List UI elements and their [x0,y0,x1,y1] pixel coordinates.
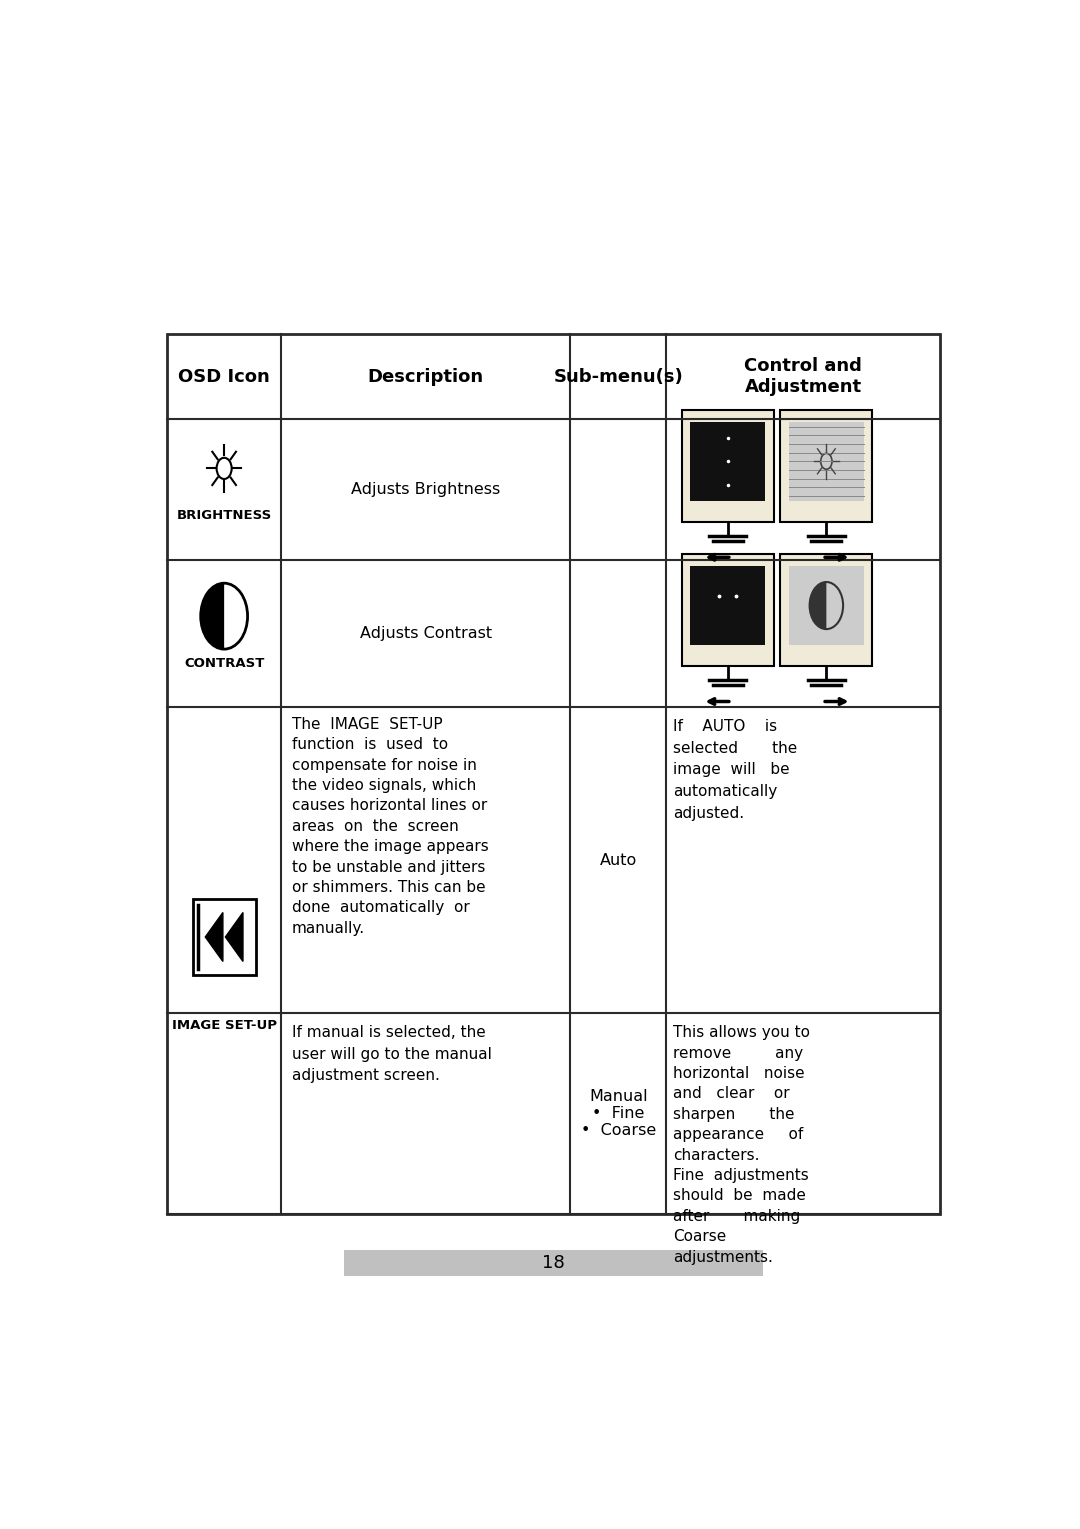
Polygon shape [810,583,826,628]
Polygon shape [201,583,225,650]
Text: Adjusts Brightness: Adjusts Brightness [351,482,500,497]
Text: This allows you to
remove         any
horizontal   noise
and   clear    or
sharp: This allows you to remove any horizontal… [673,1026,810,1264]
Text: Adjusts Contrast: Adjusts Contrast [360,627,491,641]
Text: Description: Description [368,367,484,385]
Text: If manual is selected, the
user will go to the manual
adjustment screen.: If manual is selected, the user will go … [292,1026,491,1084]
FancyBboxPatch shape [681,555,773,667]
FancyBboxPatch shape [788,566,864,645]
FancyBboxPatch shape [345,1251,762,1277]
Text: OSD Icon: OSD Icon [178,367,270,385]
Text: CONTRAST: CONTRAST [184,657,265,670]
FancyBboxPatch shape [788,422,864,502]
FancyBboxPatch shape [781,555,873,667]
Text: The  IMAGE  SET-UP
function  is  used  to
compensate for noise in
the video sign: The IMAGE SET-UP function is used to com… [292,717,488,936]
FancyBboxPatch shape [690,566,766,645]
Text: Sub-menu(s): Sub-menu(s) [553,367,684,385]
FancyBboxPatch shape [781,410,873,521]
FancyBboxPatch shape [690,422,766,502]
Text: BRIGHTNESS: BRIGHTNESS [176,509,272,521]
Text: Manual
•  Fine
•  Coarse: Manual • Fine • Coarse [581,1089,656,1139]
Polygon shape [226,913,243,962]
FancyBboxPatch shape [681,410,773,521]
Text: If    AUTO    is
selected       the
image  will   be
automatically
adjusted.: If AUTO is selected the image will be au… [673,719,797,821]
Text: 18: 18 [542,1254,565,1272]
Text: Control and
Adjustment: Control and Adjustment [744,358,862,396]
FancyBboxPatch shape [192,899,256,976]
Text: IMAGE SET-UP: IMAGE SET-UP [172,1018,276,1032]
Polygon shape [205,913,222,962]
Text: Auto: Auto [599,853,637,868]
